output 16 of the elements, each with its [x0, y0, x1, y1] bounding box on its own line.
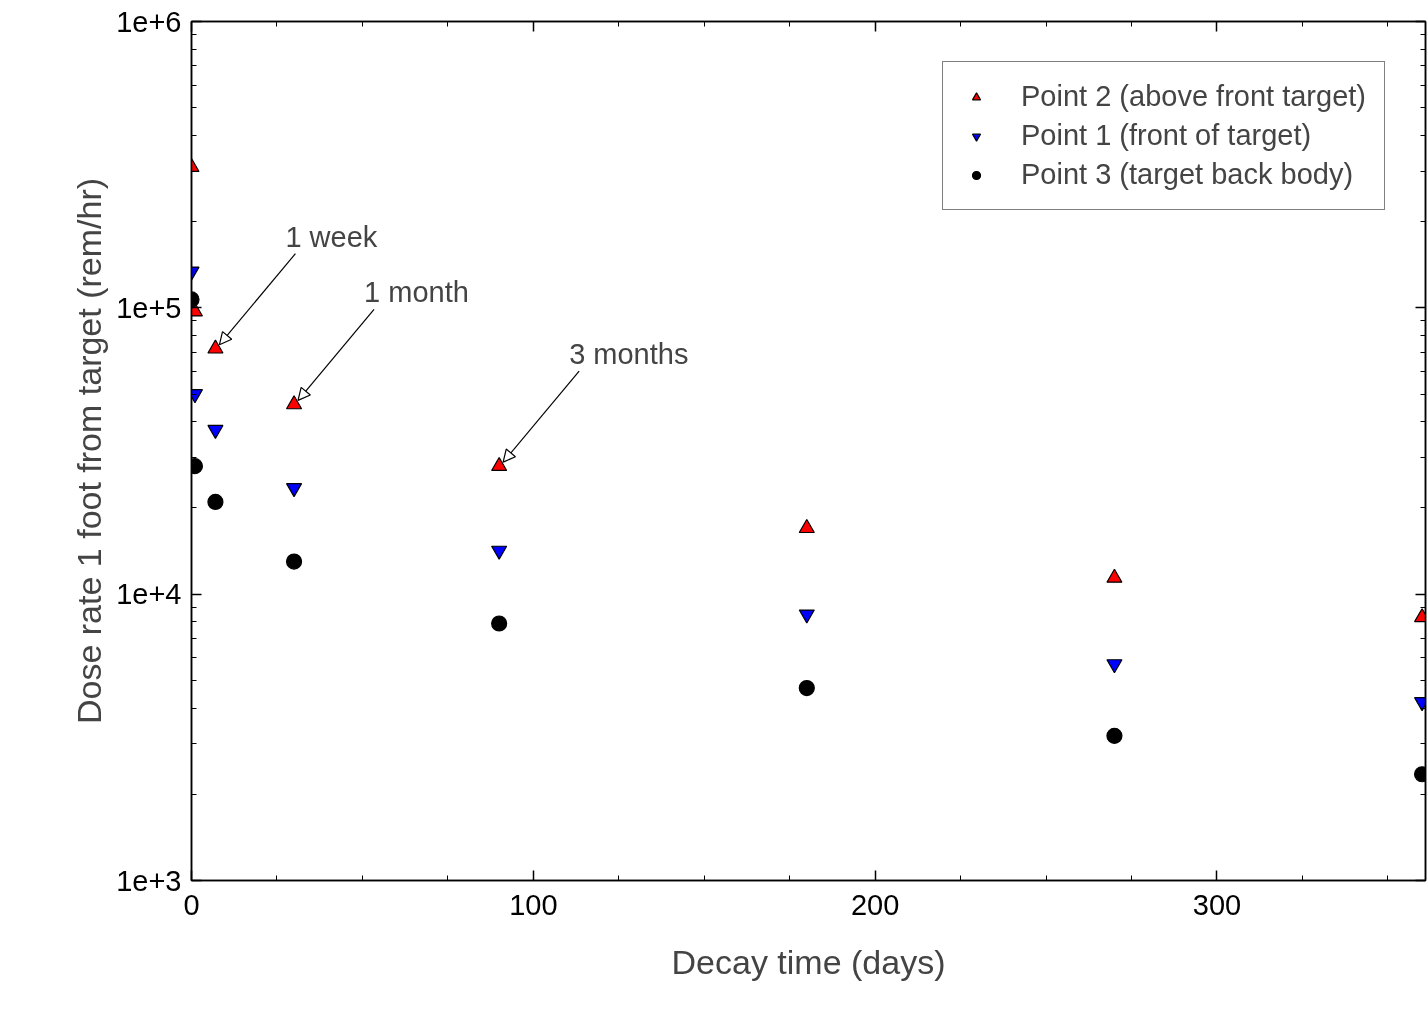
legend-label: Point 2 (above front target): [1021, 80, 1366, 113]
annotation: 1 week: [285, 220, 378, 253]
annotation: 3 months: [569, 338, 689, 371]
x-axis-title: Decay time (days): [671, 942, 946, 981]
x-tick-label: 0: [183, 888, 200, 921]
y-tick-label: 1e+3: [116, 864, 182, 897]
y-tick-label: 1e+6: [116, 5, 182, 38]
legend-label: Point 3 (target back body): [1021, 158, 1354, 191]
y-tick-label: 1e+5: [116, 291, 182, 324]
legend-label: Point 1 (front of target): [1021, 119, 1312, 152]
y-axis-title: Dose rate 1 foot from target (rem/hr): [70, 177, 109, 725]
annotation: 1 month: [364, 276, 469, 309]
x-tick-label: 200: [850, 888, 900, 921]
y-tick-label: 1e+4: [116, 578, 182, 611]
x-tick-label: 300: [1192, 888, 1242, 921]
x-tick-label: 100: [509, 888, 558, 921]
